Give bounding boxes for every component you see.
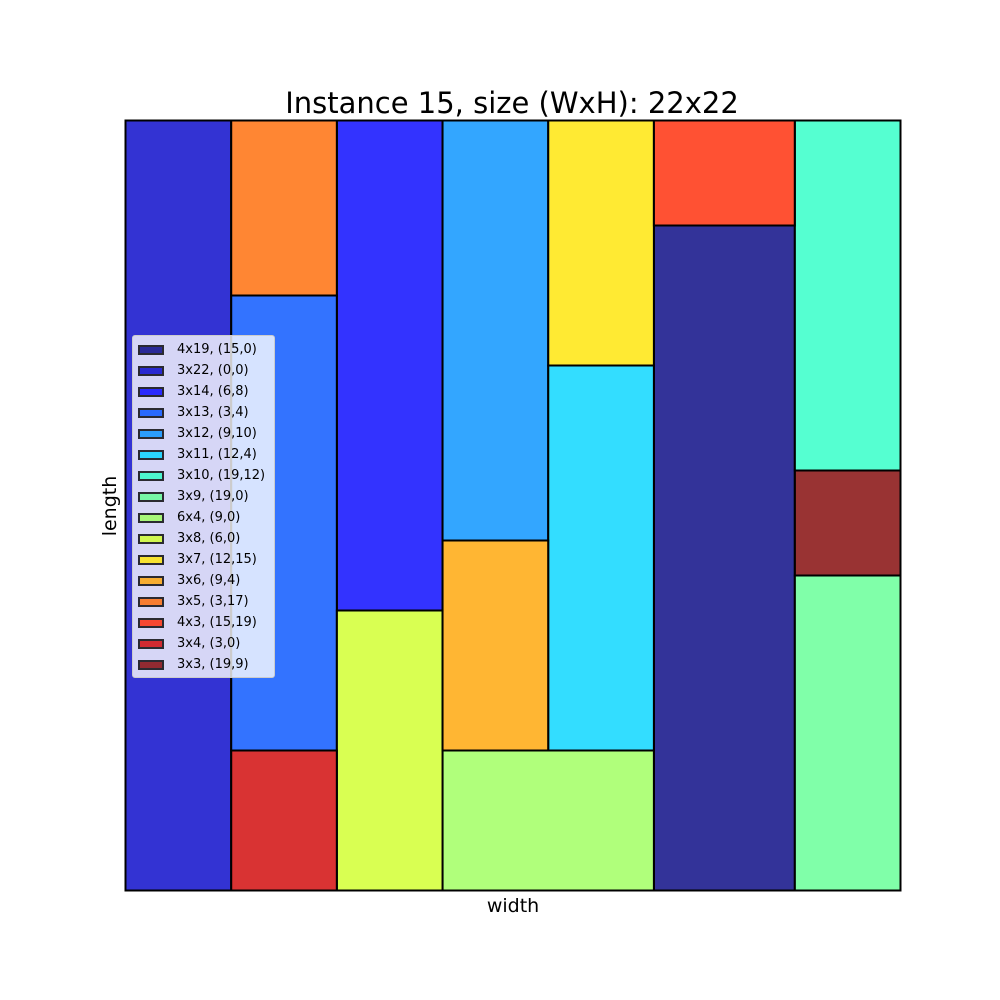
rect-14 [652,119,796,227]
legend-label: 3x6, (9,4) [177,573,241,588]
rect-9 [441,749,655,892]
plot-frame [124,119,902,892]
legend: 4x19, (15,0) 3x22, (0,0) 3x14, (6,8) 3x13, … [132,335,275,678]
rect-7 [793,119,902,472]
rect-16 [793,469,902,577]
legend-label: 3x10, (19,12) [177,468,266,483]
legend-label: 3x12, (9,10) [177,426,257,441]
legend-item: 3x14, (6,8) [133,381,274,402]
legend-label: 3x9, (19,0) [177,489,249,504]
legend-label: 3x11, (12,4) [177,447,257,462]
rect-6 [547,364,655,752]
legend-swatch [138,470,164,481]
legend-label: 3x4, (3,0) [177,636,241,651]
legend-swatch [138,554,164,565]
legend-item: 4x19, (15,0) [133,339,274,360]
legend-swatch [138,449,164,460]
legend-swatch [138,575,164,586]
legend-swatch [138,659,164,670]
legend-swatch [138,386,164,397]
x-axis-label: width [487,895,539,917]
legend-swatch [138,365,164,376]
legend-item: 4x3, (15,19) [133,612,274,633]
rect-1 [652,224,796,892]
legend-swatch [138,533,164,544]
rect-10 [335,609,444,892]
y-axis-label: length [99,476,121,537]
legend-swatch [138,428,164,439]
legend-label: 3x8, (6,0) [177,531,241,546]
rect-13 [230,119,338,297]
legend-swatch [138,344,164,355]
legend-label: 3x22, (0,0) [177,363,249,378]
legend-label: 3x7, (12,15) [177,552,257,567]
legend-swatch [138,638,164,649]
legend-swatch [138,617,164,628]
legend-swatch [138,491,164,502]
legend-label: 3x14, (6,8) [177,384,249,399]
chart-title: Instance 15, size (WxH): 22x22 [285,86,739,120]
legend-label: 6x4, (9,0) [177,510,241,525]
rect-15 [230,749,338,892]
legend-item: 3x13, (3,4) [133,402,274,423]
legend-item: 3x10, (19,12) [133,465,274,486]
rect-11 [547,119,655,367]
rect-8 [793,574,902,892]
legend-item: 3x11, (12,4) [133,444,274,465]
legend-item: 3x6, (9,4) [133,570,274,591]
legend-item: 3x7, (12,15) [133,549,274,570]
legend-label: 3x13, (3,4) [177,405,249,420]
legend-item: 3x9, (19,0) [133,486,274,507]
rect-3 [335,119,444,612]
legend-item: 6x4, (9,0) [133,507,274,528]
legend-label: 4x3, (15,19) [177,615,257,630]
rect-12 [441,539,550,752]
legend-swatch [138,596,164,607]
legend-item: 3x4, (3,0) [133,633,274,654]
legend-item: 3x22, (0,0) [133,360,274,381]
legend-label: 4x19, (15,0) [177,342,257,357]
legend-label: 3x5, (3,17) [177,594,249,609]
rect-5 [441,119,550,542]
legend-item: 3x5, (3,17) [133,591,274,612]
legend-swatch [138,407,164,418]
legend-item: 3x12, (9,10) [133,423,274,444]
legend-item: 3x8, (6,0) [133,528,274,549]
legend-item: 3x3, (19,9) [133,654,274,675]
legend-label: 3x3, (19,9) [177,657,249,672]
legend-swatch [138,512,164,523]
